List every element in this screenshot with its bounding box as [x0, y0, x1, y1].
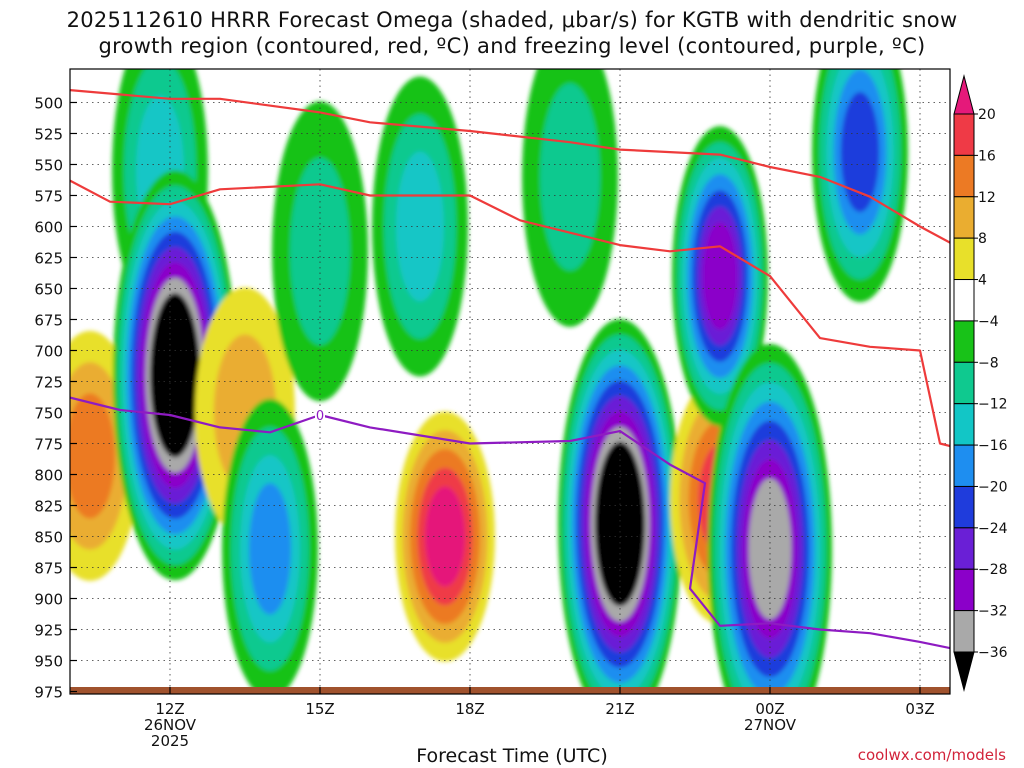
colorbar-label-10: −24 — [978, 521, 1008, 537]
colorbar-label-7: −12 — [978, 397, 1008, 413]
site-credit: coolwx.com/models — [857, 746, 1006, 764]
colorbar-label-5: −4 — [978, 314, 999, 330]
x-tick-label-0-1: 26NOV — [144, 716, 197, 734]
x-tick-label-3-0: 15Z — [305, 700, 334, 718]
colorbar-segment-12-to-16 — [953, 154, 975, 198]
omega-feature-6-band-2 — [396, 151, 444, 302]
x-tick-label-0-0: 12Z — [155, 700, 184, 718]
y-tick-label-750: 750 — [34, 405, 63, 423]
colorbar-segment--24-to--20 — [953, 485, 975, 529]
colorbar-label-1: 16 — [978, 148, 996, 164]
y-tick-label-950: 950 — [34, 653, 63, 671]
y-tick-label-900: 900 — [34, 591, 63, 609]
omega-feature-4-band-3 — [249, 483, 291, 615]
y-tick-label-550: 550 — [34, 156, 63, 174]
y-tick-label-925: 925 — [34, 622, 63, 640]
colorbar-top-arrow — [953, 74, 975, 115]
freezing-level-label-bg — [315, 407, 325, 421]
colorbar-segment--4-to-4 — [953, 279, 975, 322]
y-tick-label-650: 650 — [34, 280, 63, 298]
omega-feature-2-band-9 — [154, 308, 196, 442]
omega-feature-13-band-4 — [840, 92, 880, 213]
x-tick-label-6-0: 18Z — [455, 700, 484, 718]
omega-feature-8-band-1 — [540, 83, 600, 271]
y-tick-label-625: 625 — [34, 249, 63, 267]
x-axis-title: Forecast Time (UTC) — [416, 745, 608, 767]
colorbar-label-2: 12 — [978, 190, 996, 206]
y-tick-label-600: 600 — [34, 218, 63, 236]
colorbar-segment-8-to-12 — [953, 196, 975, 239]
colorbar-label-13: −36 — [978, 645, 1008, 661]
contour-labels: 0 — [315, 407, 325, 424]
colorbar-label-8: −16 — [978, 438, 1008, 454]
colorbar: 20 16 12 8 4 −4 −8 −12 −16 −20 −24 −28 −32 −36 — [953, 74, 1008, 692]
y-tick-label-850: 850 — [34, 529, 63, 547]
omega-feature-9-band-9 — [599, 457, 641, 591]
colorbar-segment--12-to--8 — [953, 361, 975, 405]
y-tick-label-975: 975 — [34, 684, 63, 702]
freezing-level-label: 0 — [316, 409, 324, 424]
x-tick-label-15-0: 03Z — [905, 700, 934, 718]
colorbar-segment--28-to--24 — [953, 527, 975, 570]
omega-feature-11-band-6 — [702, 222, 738, 330]
colorbar-label-11: −28 — [978, 562, 1008, 578]
colorbar-label-4: 4 — [978, 273, 987, 289]
x-tick-label-9-0: 21Z — [605, 700, 634, 718]
colorbar-label-0: 20 — [978, 107, 996, 123]
colorbar-label-9: −20 — [978, 479, 1008, 495]
omega-shading — [70, 69, 908, 694]
colorbar-bottom-arrow — [953, 651, 975, 692]
grid-lines — [70, 69, 950, 694]
chart-title-line-1: 2025112610 HRRR Forecast Omega (shaded, … — [66, 8, 958, 32]
colorbar-segment--32-to--28 — [953, 568, 975, 612]
y-tick-label-500: 500 — [34, 94, 63, 112]
colorbar-segment--36-to--32 — [953, 610, 975, 653]
colorbar-segment--20-to--16 — [953, 444, 975, 487]
colorbar-label-6: −8 — [978, 355, 999, 371]
contour-lines — [70, 89, 950, 650]
y-tick-label-725: 725 — [34, 374, 63, 392]
y-tick-label-775: 775 — [34, 436, 63, 454]
y-tick-label-800: 800 — [34, 467, 63, 485]
colorbar-label-12: −32 — [978, 604, 1008, 620]
chart-title-line-2: growth region (contoured, red, ºC) and f… — [98, 34, 926, 58]
y-tick-label-675: 675 — [34, 311, 63, 329]
y-tick-label-575: 575 — [34, 187, 63, 205]
y-tick-label-525: 525 — [34, 125, 63, 143]
colorbar-segment-16-to-20 — [953, 113, 975, 156]
y-axis: 500 525 550 575 600 625 650 675 700 725 750 775 800 8… — [34, 94, 77, 702]
colorbar-segment-4-to-8 — [953, 237, 975, 281]
terrain-ground-strip — [70, 687, 950, 694]
contour-line-1 — [70, 179, 950, 448]
y-tick-label-700: 700 — [34, 342, 63, 360]
contour-line-0 — [70, 89, 950, 244]
y-tick-label-825: 825 — [34, 498, 63, 516]
colorbar-segment--8-to--4 — [953, 320, 975, 363]
contour-line-2 — [70, 396, 950, 650]
x-tick-label-0-2: 2025 — [151, 732, 189, 750]
colorbar-segment--16-to--12 — [953, 403, 975, 446]
x-tick-label-12-0: 00Z — [755, 700, 784, 718]
y-tick-label-875: 875 — [34, 560, 63, 578]
colorbar-label-3: 8 — [978, 231, 987, 247]
x-tick-label-12-1: 27NOV — [744, 716, 797, 734]
omega-feature-0-band-2 — [70, 393, 115, 519]
